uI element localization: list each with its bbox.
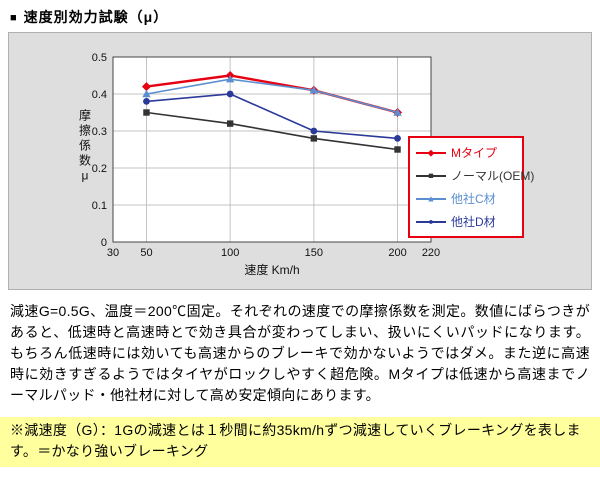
legend-marker-icon: ▲	[426, 193, 436, 203]
svg-text:0.5: 0.5	[92, 52, 107, 64]
note-text: ※減速度（G）：1Gの減速とは１秒間に約35km/hずつ減速していくブレーキング…	[10, 422, 581, 459]
legend-item: ■ ノーマル(OEM)	[416, 170, 534, 182]
legend-marker-icon: ●	[428, 216, 434, 226]
chart-legend: ◆ Mタイプ ■ ノーマル(OEM) ▲ 他社C材 ● 他社D材	[408, 136, 534, 238]
section-header: ■ 速度別効力試験（μ）	[0, 0, 600, 30]
section-title: 速度別効力試験（μ）	[23, 9, 169, 25]
svg-text:速度 Km/h: 速度 Km/h	[244, 262, 299, 277]
description-text: 減速G=0.5G、温度＝200℃固定。それぞれの速度での摩擦係数を測定。数値にば…	[10, 303, 590, 403]
svg-text:0: 0	[101, 237, 107, 249]
legend-label: 他社C材	[451, 191, 496, 206]
legend-line-sample: ■	[416, 170, 446, 181]
svg-text:200: 200	[388, 247, 406, 259]
section-bullet-icon: ■	[10, 12, 18, 24]
svg-text:擦: 擦	[79, 124, 91, 138]
legend-marker-icon: ◆	[427, 147, 435, 157]
legend-item: ◆ Mタイプ	[416, 147, 516, 159]
svg-text:150: 150	[305, 247, 323, 259]
svg-text:0.1: 0.1	[92, 200, 107, 212]
friction-chart: 0 0.1 0.2 0.3 0.4 0.5 30 50 100 150 200 220 摩擦係数 μ 速度 …	[8, 32, 592, 290]
legend-line-sample: ◆	[416, 147, 446, 158]
legend-label: Mタイプ	[451, 145, 497, 160]
legend-marker-icon: ■	[428, 170, 434, 180]
svg-text:0.2: 0.2	[92, 163, 107, 175]
legend-label: 他社D材	[451, 214, 496, 229]
svg-text:μ: μ	[82, 169, 89, 183]
note-block: ※減速度（G）：1Gの減速とは１秒間に約35km/hずつ減速していくブレーキング…	[0, 417, 600, 467]
svg-text:摩: 摩	[79, 108, 91, 123]
svg-text:50: 50	[140, 247, 152, 259]
svg-text:0.4: 0.4	[92, 89, 107, 101]
legend-line-sample: ●	[416, 216, 446, 227]
legend-item: ▲ 他社C材	[416, 193, 516, 205]
svg-text:数: 数	[79, 153, 91, 168]
svg-text:0.3: 0.3	[92, 126, 107, 138]
svg-text:30: 30	[107, 247, 119, 259]
legend-item: ● 他社D材	[416, 216, 516, 228]
svg-text:係: 係	[79, 139, 91, 153]
svg-text:100: 100	[221, 247, 239, 259]
legend-line-sample: ▲	[416, 193, 446, 204]
legend-label: ノーマル(OEM)	[451, 168, 535, 183]
svg-text:220: 220	[422, 247, 440, 259]
